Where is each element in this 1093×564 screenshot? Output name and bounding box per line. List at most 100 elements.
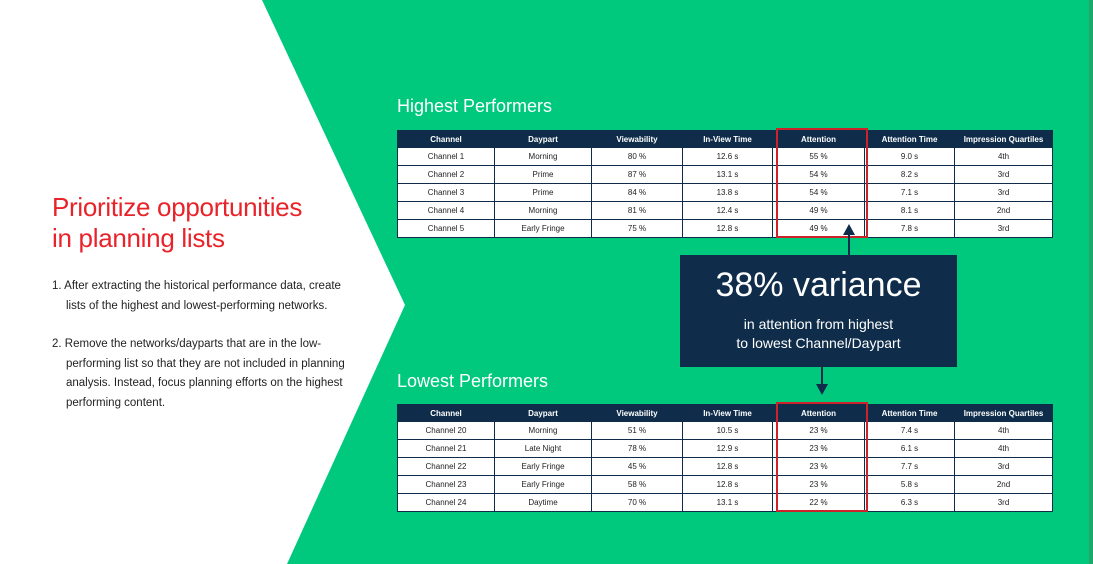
table-cell: 23 %	[772, 421, 865, 440]
table-cell: 12.6 s	[682, 147, 773, 166]
variance-description: in attention from highest to lowest Chan…	[680, 315, 957, 353]
table-row: Channel 3 Prime 84 % 13.8 s 54 % 7.1 s 3…	[397, 183, 1053, 202]
table-cell: 3rd	[954, 183, 1053, 202]
table-cell: 84 %	[591, 183, 683, 202]
instruction-steps: 1. After extracting the historical perfo…	[52, 277, 352, 432]
table-cell: 51 %	[591, 421, 683, 440]
header-cell: Channel	[397, 130, 495, 148]
table-cell: 45 %	[591, 457, 683, 476]
table-cell: Channel 21	[397, 439, 495, 458]
table-cell: Channel 20	[397, 421, 495, 440]
table-cell: Channel 23	[397, 475, 495, 494]
table-cell: 4th	[954, 147, 1053, 166]
table-row: Channel 21 Late Night 78 % 12.9 s 23 % 6…	[397, 439, 1053, 458]
table-cell: Morning	[494, 421, 592, 440]
table-row: Channel 20 Morning 51 % 10.5 s 23 % 7.4 …	[397, 421, 1053, 440]
header-cell: Attention	[772, 404, 865, 422]
lowest-performers-table: Channel Daypart Viewability In-View Time…	[397, 404, 1053, 512]
table-cell: 3rd	[954, 165, 1053, 184]
table-cell: 81 %	[591, 201, 683, 220]
highest-performers-title: Highest Performers	[397, 96, 553, 116]
table-cell: 8.1 s	[864, 201, 955, 220]
table-cell: 22 %	[772, 493, 865, 512]
table-cell: 12.9 s	[682, 439, 773, 458]
table-header-row: Channel Daypart Viewability In-View Time…	[397, 404, 1053, 422]
table-cell: 10.5 s	[682, 421, 773, 440]
table-cell: 78 %	[591, 439, 683, 458]
table-row: Channel 4 Morning 81 % 12.4 s 49 % 8.1 s…	[397, 201, 1053, 220]
header-cell: Attention	[772, 130, 865, 148]
headline-line-2: in planning lists	[52, 223, 225, 253]
table-cell: Early Fringe	[494, 475, 592, 494]
variance-line-2: to lowest Channel/Daypart	[736, 335, 901, 351]
header-cell: Viewability	[591, 130, 683, 148]
table-cell: 5.8 s	[864, 475, 955, 494]
table-cell: 12.8 s	[682, 219, 773, 238]
table-cell: 12.4 s	[682, 201, 773, 220]
table-cell: 2nd	[954, 201, 1053, 220]
table-cell: Channel 24	[397, 493, 495, 512]
table-cell: 3rd	[954, 493, 1053, 512]
table-cell: 23 %	[772, 475, 865, 494]
arrow-down-icon	[816, 366, 828, 395]
table-cell: Morning	[494, 147, 592, 166]
table-row: Channel 23 Early Fringe 58 % 12.8 s 23 %…	[397, 475, 1053, 494]
table-cell: 23 %	[772, 439, 865, 458]
table-row: Channel 1 Morning 80 % 12.6 s 55 % 9.0 s…	[397, 147, 1053, 166]
table-cell: 7.7 s	[864, 457, 955, 476]
variance-callout: 38% variance in attention from highest t…	[680, 255, 957, 367]
table-cell: Late Night	[494, 439, 592, 458]
table-row: Channel 22 Early Fringe 45 % 12.8 s 23 %…	[397, 457, 1053, 476]
variance-headline: 38% variance	[715, 266, 922, 304]
table-cell: 54 %	[772, 183, 865, 202]
table-cell: 80 %	[591, 147, 683, 166]
table-header-row: Channel Daypart Viewability In-View Time…	[397, 130, 1053, 148]
table-cell: Channel 1	[397, 147, 495, 166]
header-cell: Channel	[397, 404, 495, 422]
table-cell: 6.1 s	[864, 439, 955, 458]
table-cell: 7.1 s	[864, 183, 955, 202]
table-cell: 7.8 s	[864, 219, 955, 238]
table-cell: 4th	[954, 439, 1053, 458]
table-cell: 23 %	[772, 457, 865, 476]
table-cell: 54 %	[772, 165, 865, 184]
variance-line-1: in attention from highest	[743, 316, 894, 332]
table-cell: 13.8 s	[682, 183, 773, 202]
header-cell: Impression Quartiles	[954, 404, 1053, 422]
table-cell: 7.4 s	[864, 421, 955, 440]
header-cell: Daypart	[494, 404, 592, 422]
table-cell: Morning	[494, 201, 592, 220]
table-cell: 55 %	[772, 147, 865, 166]
table-cell: 9.0 s	[864, 147, 955, 166]
table-cell: 8.2 s	[864, 165, 955, 184]
arrow-up-icon	[843, 224, 855, 257]
table-row: Channel 24 Daytime 70 % 13.1 s 22 % 6.3 …	[397, 493, 1053, 512]
table-cell: Channel 22	[397, 457, 495, 476]
table-cell: Channel 4	[397, 201, 495, 220]
right-edge-stripe	[1089, 0, 1093, 564]
table-cell: 3rd	[954, 457, 1053, 476]
table-cell: Channel 3	[397, 183, 495, 202]
table-cell: Prime	[494, 165, 592, 184]
table-row: Channel 2 Prime 87 % 13.1 s 54 % 8.2 s 3…	[397, 165, 1053, 184]
step-2: 2. Remove the networks/dayparts that are…	[52, 338, 345, 409]
table-cell: 49 %	[772, 201, 865, 220]
header-cell: In-View Time	[682, 404, 773, 422]
header-cell: Attention Time	[864, 404, 955, 422]
table-cell: Early Fringe	[494, 219, 592, 238]
table-cell: 3rd	[954, 219, 1053, 238]
highest-performers-table: Channel Daypart Viewability In-View Time…	[397, 130, 1053, 238]
header-cell: Attention Time	[864, 130, 955, 148]
headline-line-1: Prioritize opportunities	[52, 192, 303, 222]
header-cell: Viewability	[591, 404, 683, 422]
table-cell: Channel 2	[397, 165, 495, 184]
table-cell: 2nd	[954, 475, 1053, 494]
header-cell: Impression Quartiles	[954, 130, 1053, 148]
table-cell: Prime	[494, 183, 592, 202]
header-cell: In-View Time	[682, 130, 773, 148]
table-cell: Channel 5	[397, 219, 495, 238]
table-cell: 87 %	[591, 165, 683, 184]
table-row: Channel 5 Early Fringe 75 % 12.8 s 49 % …	[397, 219, 1053, 238]
table-cell: Early Fringe	[494, 457, 592, 476]
table-cell: 13.1 s	[682, 493, 773, 512]
